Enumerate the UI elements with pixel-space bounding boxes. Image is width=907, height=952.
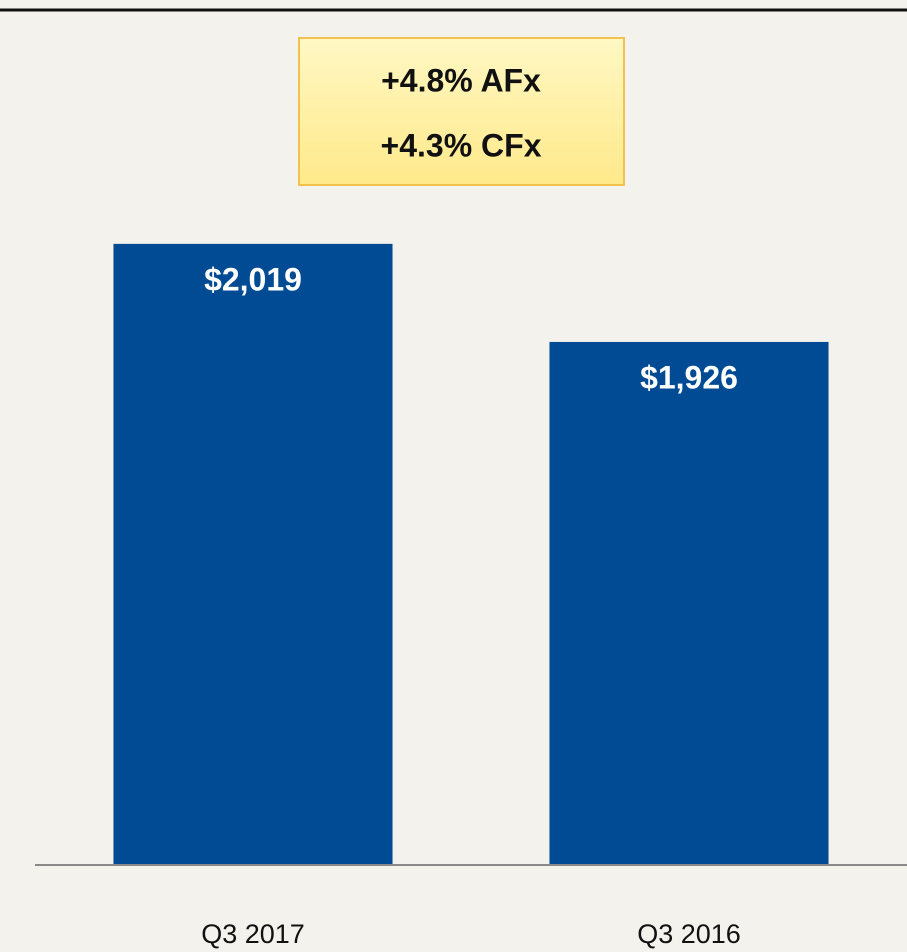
bar (113, 243, 393, 865)
annotation: +4.8% AFx (381, 62, 541, 98)
bar (549, 341, 829, 866)
x-tick-label: Q3 2016 (637, 919, 741, 949)
annotation-box (298, 37, 625, 186)
value-label: $1,926 (640, 359, 738, 395)
annotation: +4.3% CFx (381, 127, 542, 163)
value-label: $2,019 (204, 261, 302, 297)
x-tick-label: Q3 2017 (201, 919, 305, 949)
